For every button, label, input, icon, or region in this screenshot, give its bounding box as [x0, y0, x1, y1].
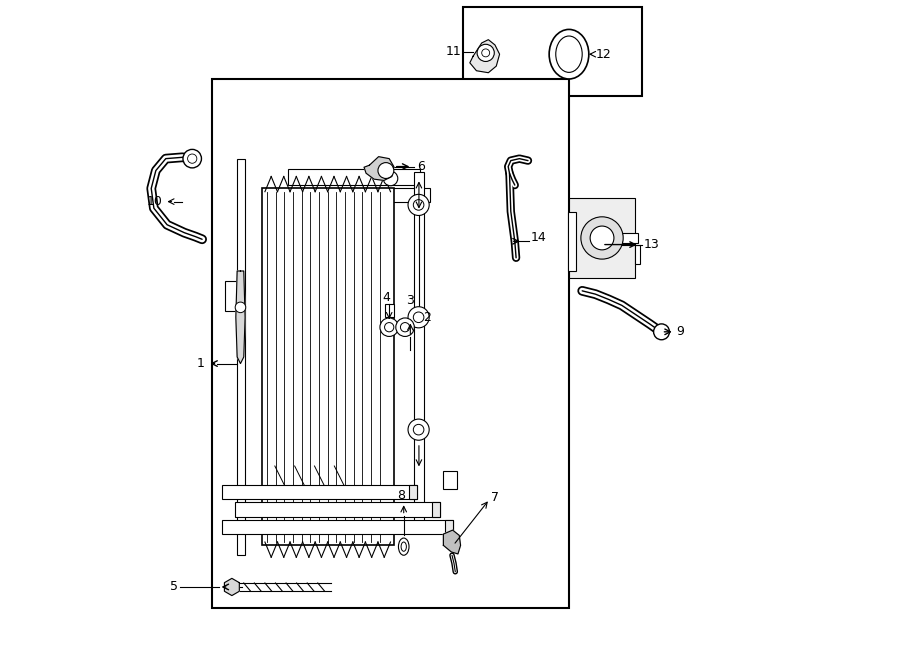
- Circle shape: [408, 419, 429, 440]
- Text: 8: 8: [397, 489, 405, 502]
- Bar: [225, 281, 238, 311]
- Bar: [262, 188, 394, 545]
- Text: 2: 2: [424, 311, 431, 324]
- Bar: [569, 198, 635, 278]
- Text: 9: 9: [677, 325, 685, 338]
- Bar: [622, 233, 638, 243]
- Text: 11: 11: [446, 45, 462, 58]
- Text: 5: 5: [170, 580, 177, 594]
- Polygon shape: [364, 157, 394, 180]
- Circle shape: [378, 163, 394, 178]
- Bar: [222, 520, 454, 534]
- Bar: [432, 502, 440, 517]
- Circle shape: [482, 49, 490, 57]
- Text: 10: 10: [147, 195, 163, 208]
- Ellipse shape: [549, 29, 589, 79]
- Circle shape: [383, 171, 398, 186]
- Bar: [288, 188, 430, 202]
- Ellipse shape: [401, 542, 407, 551]
- Circle shape: [384, 323, 394, 332]
- Bar: [446, 520, 454, 534]
- Circle shape: [187, 154, 197, 163]
- Text: 13: 13: [644, 238, 660, 251]
- Circle shape: [413, 200, 424, 210]
- Bar: [568, 212, 576, 271]
- Circle shape: [653, 324, 670, 340]
- Bar: [235, 502, 440, 517]
- Circle shape: [396, 318, 414, 336]
- Text: 1: 1: [196, 357, 204, 370]
- Circle shape: [183, 149, 202, 168]
- Circle shape: [408, 307, 429, 328]
- Ellipse shape: [399, 538, 409, 555]
- Bar: [409, 485, 417, 499]
- Bar: [414, 172, 424, 532]
- Circle shape: [580, 217, 623, 259]
- Circle shape: [413, 312, 424, 323]
- Circle shape: [408, 194, 429, 215]
- Bar: [212, 79, 569, 608]
- Bar: [384, 304, 394, 317]
- Text: 14: 14: [531, 231, 546, 245]
- Text: 4: 4: [382, 291, 391, 304]
- Polygon shape: [444, 530, 461, 554]
- Bar: [444, 471, 456, 489]
- Bar: [288, 169, 420, 185]
- Bar: [238, 159, 245, 555]
- Polygon shape: [470, 40, 500, 73]
- Text: 3: 3: [407, 294, 414, 307]
- Bar: [635, 245, 641, 264]
- Polygon shape: [224, 578, 239, 596]
- Ellipse shape: [556, 36, 582, 73]
- Text: 7: 7: [491, 490, 499, 504]
- Polygon shape: [236, 271, 245, 364]
- Circle shape: [477, 44, 494, 61]
- Bar: [464, 7, 642, 96]
- Text: 6: 6: [417, 160, 425, 173]
- Circle shape: [413, 424, 424, 435]
- Text: 12: 12: [596, 48, 611, 61]
- Bar: [222, 485, 417, 499]
- Circle shape: [235, 302, 246, 313]
- Circle shape: [400, 323, 410, 332]
- Circle shape: [380, 318, 399, 336]
- Circle shape: [590, 226, 614, 250]
